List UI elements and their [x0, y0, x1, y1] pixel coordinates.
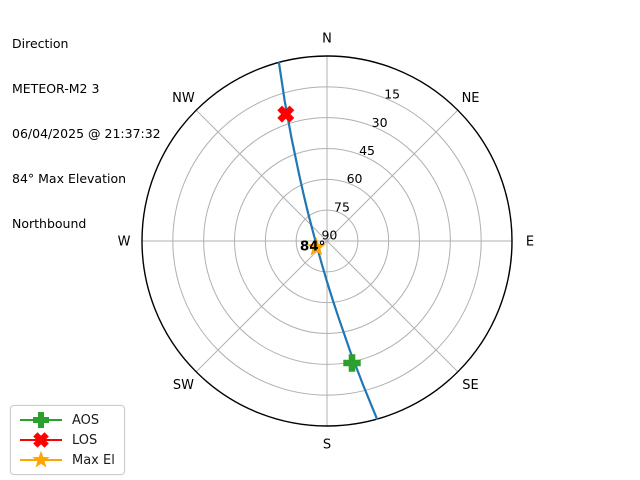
- horizon-circle: [141, 55, 513, 427]
- pass-heading: Northbound: [12, 216, 87, 231]
- los-legend-icon: [20, 432, 62, 448]
- aos-legend-icon: [20, 411, 62, 429]
- elevation-tick-label-45: 45: [359, 143, 375, 158]
- compass-label-se: SE: [462, 378, 478, 393]
- elevation-tick-label-60: 60: [347, 171, 363, 186]
- elevation-tick-label-30: 30: [372, 115, 388, 130]
- legend: AOS LOS Max El: [10, 405, 125, 475]
- maxel-legend-icon: [20, 450, 62, 468]
- aos-legend-marker-icon: [32, 411, 50, 429]
- max-elevation-annotation: 84°: [300, 238, 326, 254]
- compass-spoke-135: [195, 109, 459, 373]
- plot-title: Direction: [12, 36, 69, 51]
- compass-label-s: S: [323, 438, 331, 453]
- pass-timestamp: 06/04/2025 @ 21:37:32: [12, 126, 161, 141]
- compass-label-ne: NE: [462, 91, 480, 106]
- legend-item-los: LOS: [18, 430, 115, 450]
- legend-label-maxel: Max El: [72, 452, 115, 468]
- maxel-legend-marker-icon: [32, 450, 50, 468]
- los-marker: [277, 105, 295, 123]
- compass-label-n: N: [322, 32, 332, 47]
- maxel-marker: [306, 237, 326, 256]
- compass-label-sw: SW: [173, 378, 194, 393]
- compass-label-w: W: [118, 235, 131, 250]
- los-legend-marker-icon: [33, 432, 49, 448]
- legend-item-maxel: Max El: [18, 450, 115, 470]
- compass-label-nw: NW: [172, 91, 195, 106]
- satellite-name: METEOR-M2 3: [12, 81, 100, 96]
- compass-label-e: E: [526, 235, 534, 250]
- pass-info-block: Direction METEOR-M2 3 06/04/2025 @ 21:37…: [12, 6, 161, 261]
- elevation-tick-label-90: 90: [321, 228, 337, 243]
- max-elevation-text: 84° Max Elevation: [12, 171, 127, 186]
- elevation-tick-label-15: 15: [384, 87, 400, 102]
- legend-item-aos: AOS: [18, 410, 115, 430]
- aos-marker: [343, 354, 361, 372]
- legend-label-aos: AOS: [72, 412, 100, 428]
- elevation-tick-label-75: 75: [334, 199, 350, 214]
- legend-label-los: LOS: [72, 432, 98, 448]
